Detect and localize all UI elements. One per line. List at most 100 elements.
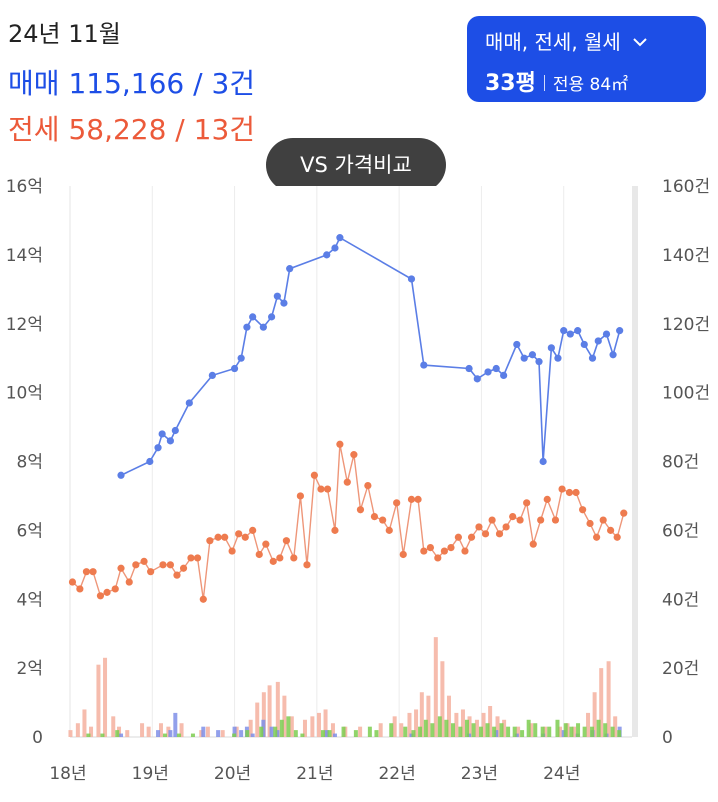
jeonse-price-point bbox=[269, 557, 277, 565]
rent-volume-bar bbox=[403, 726, 408, 737]
y-right-tick-label: 0 bbox=[662, 728, 673, 748]
jeonse-price-point bbox=[89, 568, 97, 576]
jeonse-price-point bbox=[529, 540, 537, 548]
jeonse-price-point bbox=[537, 516, 545, 524]
rent-volume-bar bbox=[320, 730, 325, 737]
rent-volume-bar bbox=[610, 726, 615, 737]
jeonse-price-point bbox=[68, 578, 77, 586]
y-left-tick-label: 6억 bbox=[17, 521, 43, 541]
jeonse-price-point bbox=[356, 506, 365, 514]
sale-volume-bar bbox=[269, 726, 274, 737]
jeonse-price-point bbox=[523, 499, 531, 507]
vs-compare-button[interactable]: VS 가격비교 bbox=[266, 138, 446, 192]
jeonse-volume-bar bbox=[586, 712, 591, 737]
rent-volume-bar bbox=[418, 726, 423, 737]
jeonse-price-point bbox=[586, 519, 594, 528]
jeonse-price-point bbox=[276, 554, 284, 562]
rent-volume-bar bbox=[341, 726, 346, 737]
sale-value: 115,166 / 3건 bbox=[68, 67, 256, 100]
rent-volume-bar bbox=[563, 723, 568, 737]
rent-volume-bar bbox=[437, 716, 442, 737]
jeonse-volume-bar bbox=[82, 709, 87, 737]
jeonse-price-point bbox=[385, 526, 393, 534]
jeonse-price-point bbox=[310, 471, 318, 479]
sale-price-point bbox=[420, 361, 428, 369]
rent-volume-bar bbox=[520, 730, 525, 737]
jeonse-volume-bar bbox=[426, 695, 431, 737]
jeonse-price-point bbox=[296, 492, 304, 500]
jeonse-volume-bar bbox=[454, 712, 459, 737]
jeonse-price-point bbox=[495, 530, 504, 538]
jeonse-price-point bbox=[282, 537, 291, 545]
x-tick-label: 19년 bbox=[132, 764, 169, 784]
sale-price-point bbox=[513, 340, 521, 349]
rent-volume-bar bbox=[86, 733, 91, 737]
jeonse-price-point bbox=[593, 533, 601, 541]
jeonse-price-point bbox=[317, 485, 325, 493]
x-tick-label: 23년 bbox=[461, 764, 498, 784]
jeonse-price-point bbox=[336, 440, 344, 448]
jeonse-price-point bbox=[76, 585, 84, 593]
sale-price-point bbox=[465, 364, 473, 373]
jeonse-price-point bbox=[543, 495, 551, 503]
sale-price-point bbox=[492, 364, 500, 373]
jeonse-price-point bbox=[255, 550, 263, 559]
jeonse-price-point bbox=[96, 592, 105, 600]
jeonse-price-point bbox=[290, 554, 298, 562]
jeonse-volume-bar bbox=[440, 661, 445, 737]
jeonse-volume-bar bbox=[495, 716, 500, 737]
sale-price-point bbox=[146, 457, 154, 466]
jeonse-price-point bbox=[193, 554, 202, 562]
sale-price-point bbox=[560, 327, 568, 335]
rent-volume-bar bbox=[367, 726, 372, 737]
sale-price-point bbox=[259, 323, 267, 331]
jeonse-volume-bar bbox=[330, 723, 335, 737]
jeonse-volume-bar bbox=[179, 723, 184, 737]
x-tick-label: 20년 bbox=[214, 764, 251, 784]
jeonse-price-point bbox=[206, 537, 214, 545]
jeonse-price-point bbox=[125, 578, 133, 586]
sale-volume-bar bbox=[201, 726, 206, 737]
sale-volume-bar bbox=[324, 730, 329, 737]
rent-volume-bar bbox=[458, 726, 463, 737]
y-right-tick-label: 140건 bbox=[662, 246, 710, 266]
jeonse-price-point bbox=[426, 543, 435, 552]
jeonse-label: 전세 bbox=[8, 113, 60, 146]
jeonse-volume-bar bbox=[433, 637, 438, 737]
chevron-down-icon bbox=[627, 34, 648, 53]
jeonse-price-point bbox=[364, 482, 372, 490]
jeonse-price-point bbox=[565, 488, 574, 497]
jeonse-price-point bbox=[475, 523, 483, 531]
jeonse-value: 58,228 / 13건 bbox=[68, 113, 256, 146]
sale-price-point bbox=[566, 330, 574, 338]
rent-volume-bar bbox=[162, 733, 167, 737]
x-tick-label: 21년 bbox=[296, 764, 333, 784]
sale-price-point bbox=[237, 354, 245, 362]
jeonse-volume-bar bbox=[558, 726, 563, 737]
jeonse-price-point bbox=[117, 564, 125, 572]
rent-volume-bar bbox=[374, 730, 379, 737]
rent-volume-bar bbox=[259, 726, 264, 737]
sale-price-point bbox=[166, 437, 174, 445]
rent-volume-bar bbox=[423, 719, 428, 737]
jeonse-volume-bar bbox=[96, 664, 101, 737]
y-right-tick-label: 80건 bbox=[662, 453, 699, 473]
jeonse-volume-bar bbox=[399, 723, 404, 737]
jeonse-volume-bar bbox=[613, 716, 618, 737]
jeonse-volume-bar bbox=[275, 681, 280, 737]
sale-price-point bbox=[547, 344, 555, 352]
y-left-tick-label: 16억 bbox=[6, 177, 43, 197]
jeonse-price-point bbox=[103, 588, 111, 596]
rent-volume-bar bbox=[232, 733, 237, 737]
rent-volume-bar bbox=[176, 733, 181, 737]
transaction-filter-button[interactable]: 매매, 전세, 월세 33평 전용 84㎡ bbox=[467, 16, 706, 102]
jeonse-price-point bbox=[434, 554, 442, 562]
sale-price-point bbox=[539, 457, 547, 466]
jeonse-volume-bar bbox=[89, 726, 94, 737]
y-left-tick-label: 10억 bbox=[6, 384, 43, 404]
jeonse-price-point bbox=[607, 526, 615, 534]
rent-volume-bar bbox=[526, 719, 531, 737]
jeonse-volume-bar bbox=[158, 723, 163, 737]
sale-price-point bbox=[185, 399, 193, 407]
